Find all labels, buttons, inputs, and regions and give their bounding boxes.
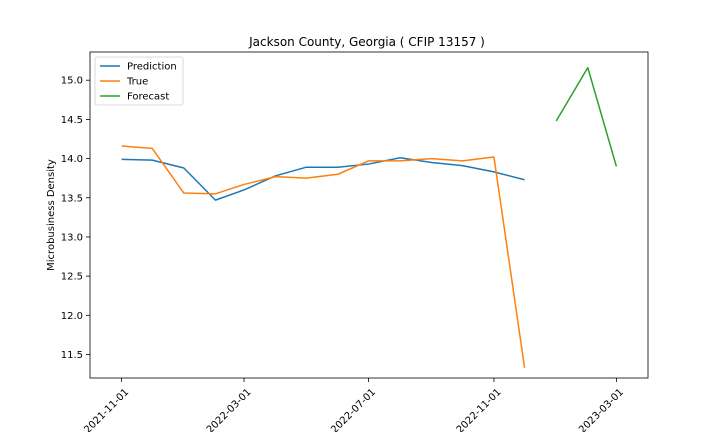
y-tick-label: 12.0 — [61, 311, 83, 322]
x-tick-label: 2022-11-01 — [455, 387, 504, 432]
plot-frame — [90, 52, 648, 378]
series-line-prediction — [121, 157, 525, 201]
plot-border — [89, 51, 649, 379]
series-line-forecast — [555, 66, 618, 167]
legend-label-forecast: Forecast — [127, 92, 169, 103]
y-tick-label: 11.5 — [61, 350, 83, 361]
y-tick-label: 14.0 — [61, 154, 83, 165]
plot-area — [89, 51, 649, 379]
y-tick-label: 14.5 — [61, 115, 83, 126]
legend-label-true: True — [126, 77, 148, 88]
x-tick-label: 2023-03-01 — [577, 387, 626, 432]
y-tick-label: 13.5 — [61, 193, 83, 204]
y-axis: 11.5 12.0 12.5 13.0 13.5 14.0 14.5 15.0 — [61, 76, 90, 361]
y-axis-label: Microbusiness Density — [46, 159, 57, 271]
y-tick-label: 12.5 — [61, 272, 83, 283]
legend-label-prediction: Prediction — [127, 62, 177, 73]
series-layer — [121, 66, 618, 368]
chart-title: Jackson County, Georgia ( CFIP 13157 ) — [248, 35, 485, 49]
x-tick-label: 2022-07-01 — [329, 387, 378, 432]
y-tick-label: 15.0 — [61, 76, 83, 87]
legend: Prediction True Forecast — [94, 56, 184, 106]
x-tick-label: 2021-11-01 — [82, 387, 131, 432]
series-line-true — [121, 145, 526, 368]
y-tick-label: 13.0 — [61, 232, 83, 243]
legend-box — [94, 56, 184, 106]
x-tick-label: 2022-03-01 — [205, 387, 254, 432]
x-axis: 2021-11-01 2022-03-01 2022-07-01 2022-11-01… — [82, 378, 626, 432]
